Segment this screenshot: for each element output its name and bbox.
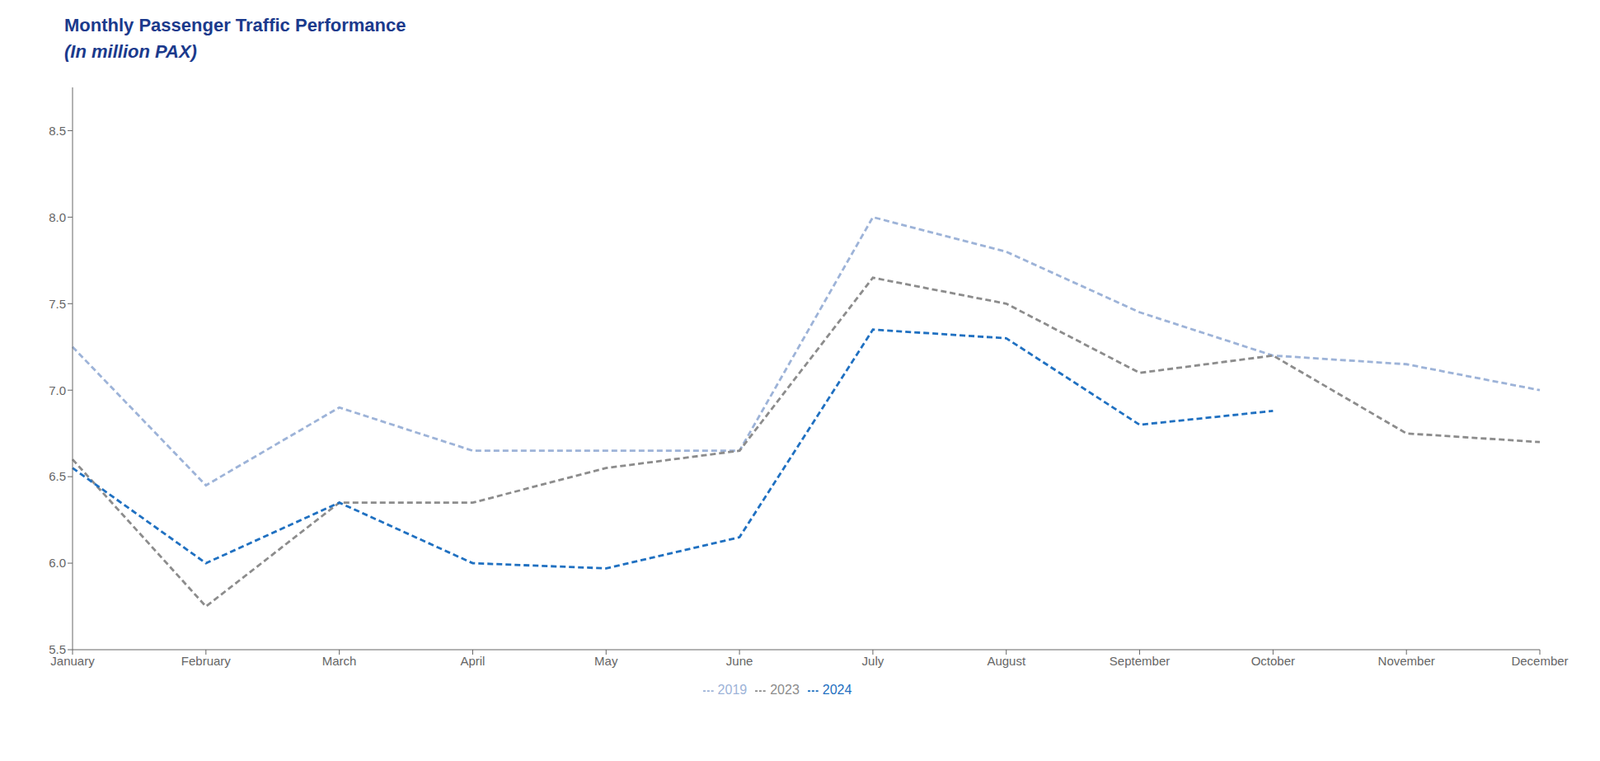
svg-text:November: November <box>1378 653 1436 668</box>
html-text:(In million PAX): (In million PAX) <box>64 41 197 62</box>
svg-text:8.0: 8.0 <box>48 210 66 225</box>
html-text:2023: 2023 <box>770 682 800 697</box>
svg-text:April: April <box>459 653 485 668</box>
svg-text:8.5: 8.5 <box>48 123 66 138</box>
svg-text:7.0: 7.0 <box>48 383 66 398</box>
svg-text:7.5: 7.5 <box>48 296 66 311</box>
svg-text:December: December <box>1510 653 1568 668</box>
svg-text:July: July <box>862 653 885 668</box>
svg-text:5.5: 5.5 <box>48 642 66 657</box>
svg-text:May: May <box>594 653 619 668</box>
svg-text:March: March <box>322 653 357 668</box>
svg-text:September: September <box>1109 653 1170 668</box>
svg-text:February: February <box>181 653 232 668</box>
html-text:2024: 2024 <box>822 682 852 697</box>
svg-text:January: January <box>50 653 95 668</box>
svg-text:6.5: 6.5 <box>48 469 66 484</box>
svg-text:June: June <box>726 653 754 668</box>
html-text:2019: 2019 <box>717 682 747 697</box>
svg-text:6.0: 6.0 <box>48 555 66 570</box>
svg-text:October: October <box>1251 653 1296 668</box>
svg-text:August: August <box>986 653 1027 668</box>
html-text:Monthly Passenger Traffic Perf: Monthly Passenger Traffic Performance <box>64 14 406 36</box>
